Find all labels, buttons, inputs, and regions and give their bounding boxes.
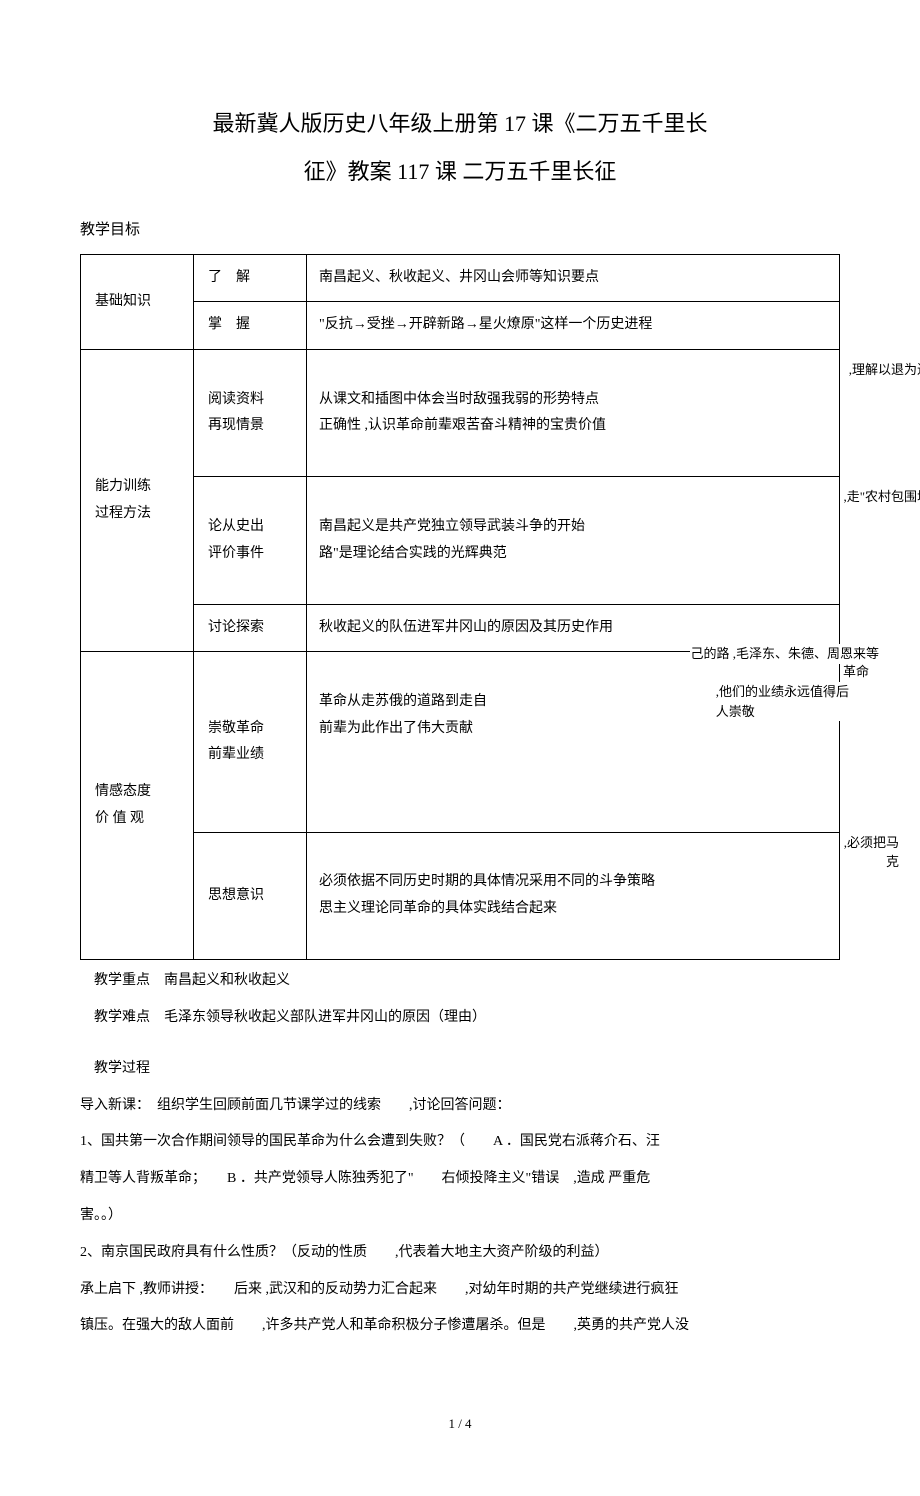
cell-thought: 思想意识 [194,832,307,959]
aside-text: ,他们的业绩永远值得后 人崇敬 [716,682,849,721]
table-row: 思想意识 必须依据不同历史时期的具体情况采用不同的斗争策略 思主义理论同革命的具… [81,832,840,959]
cell-text: 必须依据不同历史时期的具体情况采用不同的斗争策略 思主义理论同革命的具体实践结合… [319,874,655,916]
cell-respect: 崇敬革命 前辈业绩 [194,652,307,833]
cell-thought-content: 必须依据不同历史时期的具体情况采用不同的斗争策略 思主义理论同革命的具体实践结合… [307,832,840,959]
aside-text: ,必须把马 克 [844,833,899,872]
hard-point: 教学难点 毛泽东领导秋收起义部队进军井冈山的原因（理由） [80,1003,840,1034]
aside-text: ,走"农村包围城市的道 [843,487,920,507]
cell-discuss: 讨论探索 [194,604,307,652]
cell-emotion: 情感态度 价 值 观 [81,652,194,960]
aside-text: ,理解以退为进策略的 [849,360,920,380]
cell-basic-knowledge: 基础知识 [81,254,194,349]
table-row: 掌 握 "反抗→受挫→开辟新路→星火燎原"这样一个历史进程 [81,302,840,350]
aside-text: 己的路 ,毛泽东、朱德、周恩来等 [690,644,879,664]
cell-evidence: 论从史出 评价事件 [194,477,307,604]
para-transition: 承上启下 ,教师讲授： 后来 ,武汉和的反动势力汇合起来 ,对幼年时期的共产党继… [80,1275,840,1306]
para-q1: 1、国共第一次合作期间领导的国民革命为什么会遭到失败？（ A ．国民党右派蒋介石… [80,1127,840,1158]
section-goal-label: 教学目标 [80,217,840,244]
table-row: 能力训练 过程方法 阅读资料 再现情景 从课文和插图中体会当时敌强我弱的形势特点… [81,349,840,476]
para-transition2: 镇压。在强大的敌人面前 ,许多共产党人和革命积极分子惨遭屠杀。但是 ,英勇的共产… [80,1311,840,1342]
para-q1b: 精卫等人背叛革命； B ．共产党领导人陈独秀犯了" 右倾投降主义"错误 ,造成 … [80,1164,840,1195]
cell-ability: 能力训练 过程方法 [81,349,194,651]
page-footer: 1 / 4 [80,1412,840,1435]
cell-master-content: "反抗→受挫→开辟新路→星火燎原"这样一个历史进程 [307,302,840,350]
cell-read: 阅读资料 再现情景 [194,349,307,476]
doc-title-line2: 征》教案 117 课 二万五千里长征 [80,148,840,196]
cell-text: 从课文和插图中体会当时敌强我弱的形势特点 正确性 ,认识革命前辈艰苦奋斗精神的宝… [319,392,606,434]
key-point: 教学重点 南昌起义和秋收起义 [80,966,840,997]
cell-text: 革命从走苏俄的道路到走自 前辈为此作出了伟大贡献 [319,694,487,736]
cell-understand-content: 南昌起义、秋收起义、井冈山会师等知识要点 [307,254,840,302]
cell-master: 掌 握 [194,302,307,350]
process-label: 教学过程 [80,1054,840,1085]
para-intro: 导入新课： 组织学生回顾前面几节课学过的线索 ,讨论回答问题： [80,1091,840,1122]
cell-respect-content: 革命从走苏俄的道路到走自 前辈为此作出了伟大贡献 己的路 ,毛泽东、朱德、周恩来… [307,652,840,833]
table-row: 基础知识 了 解 南昌起义、秋收起义、井冈山会师等知识要点 [81,254,840,302]
para-q2: 2、南京国民政府具有什么性质？（反动的性质 ,代表着大地主大资产阶级的利益） [80,1238,840,1269]
cell-text: 南昌起义是共产党独立领导武装斗争的开始 路"是理论结合实践的光辉典范 [319,519,585,561]
table-row: 论从史出 评价事件 南昌起义是共产党独立领导武装斗争的开始 路"是理论结合实践的… [81,477,840,604]
cell-understand: 了 解 [194,254,307,302]
table-row: 情感态度 价 值 观 崇敬革命 前辈业绩 革命从走苏俄的道路到走自 前辈为此作出… [81,652,840,833]
cell-evidence-content: 南昌起义是共产党独立领导武装斗争的开始 路"是理论结合实践的光辉典范 ,走"农村… [307,477,840,604]
goal-table: 基础知识 了 解 南昌起义、秋收起义、井冈山会师等知识要点 掌 握 "反抗→受挫… [80,254,840,960]
para-q1c: 害。。） [80,1201,840,1232]
cell-read-content: 从课文和插图中体会当时敌强我弱的形势特点 正确性 ,认识革命前辈艰苦奋斗精神的宝… [307,349,840,476]
aside-text: 革命 [843,662,869,682]
doc-title-line1: 最新冀人版历史八年级上册第 17 课《二万五千里长 [80,100,840,148]
